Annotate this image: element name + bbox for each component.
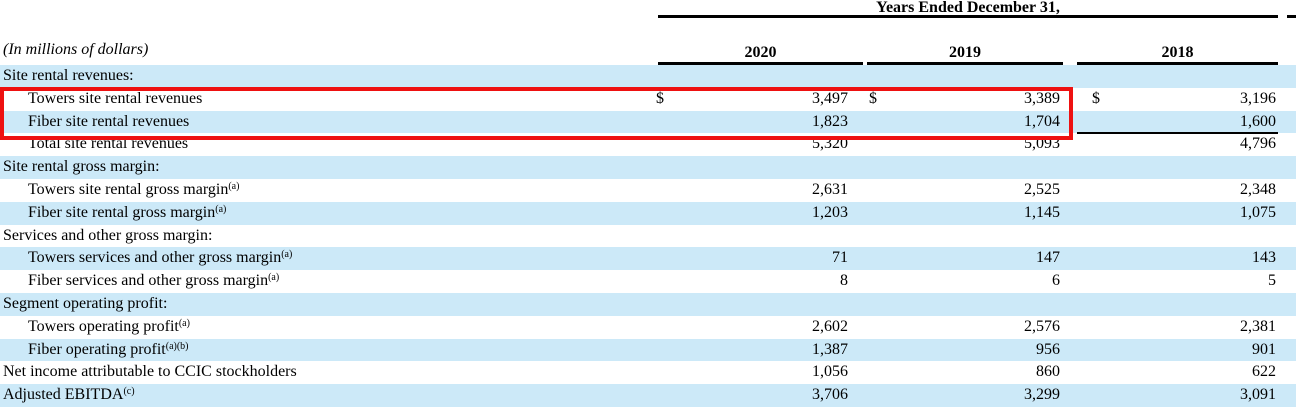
value-2020: 3,497 bbox=[812, 89, 848, 107]
row-label: Adjusted EBITDA(c) bbox=[3, 386, 135, 404]
value-2018: 4,796 bbox=[1240, 135, 1276, 153]
column-header-rule-2019 bbox=[867, 62, 1063, 65]
value-2018: 622 bbox=[1252, 363, 1276, 381]
table-row: Towers operating profit(a) 2,602 2,576 2,38… bbox=[0, 316, 1296, 339]
dollar-sign-2018: $ bbox=[1092, 89, 1100, 107]
table-row: Total site rental revenues 5,320 5,093 4,79… bbox=[0, 132, 1296, 156]
value-2019: 1,704 bbox=[1024, 112, 1060, 130]
column-header-2020: 2020 bbox=[744, 44, 777, 61]
column-header-rule-2018 bbox=[1077, 62, 1278, 65]
value-2020: 71 bbox=[832, 249, 848, 267]
footnote-ref: (a) bbox=[215, 203, 227, 215]
period-header-rule bbox=[658, 15, 1278, 18]
row-label: Site rental revenues: bbox=[3, 67, 134, 84]
value-2018: 5 bbox=[1268, 272, 1276, 290]
table-row: Site rental gross margin: bbox=[0, 156, 1296, 179]
table-row: Site rental revenues: bbox=[0, 65, 1296, 88]
value-2019: 3,299 bbox=[1024, 386, 1060, 404]
value-2018: 2,381 bbox=[1240, 317, 1276, 335]
table-row: Adjusted EBITDA(c) 3,706 3,299 3,091 bbox=[0, 384, 1296, 407]
value-2019: 1,145 bbox=[1024, 203, 1060, 221]
table-row: Net income attributable to CCIC stockhol… bbox=[0, 361, 1296, 384]
row-label: Site rental gross margin: bbox=[3, 158, 160, 176]
footnote-ref: (a) bbox=[178, 317, 190, 329]
table-body: Site rental revenues: Towers site rental … bbox=[0, 65, 1296, 407]
value-2018: 1,600 bbox=[1240, 112, 1276, 130]
value-2020: 3,706 bbox=[812, 386, 848, 404]
row-label: Fiber site rental revenues bbox=[28, 112, 190, 130]
row-label: Towers operating profit(a) bbox=[28, 317, 190, 335]
value-2020: 5,320 bbox=[812, 135, 848, 153]
row-label: Towers site rental revenues bbox=[28, 89, 203, 107]
dollar-sign-2020: $ bbox=[656, 89, 664, 107]
column-header-2018: 2018 bbox=[1161, 44, 1194, 61]
value-2020: 1,823 bbox=[812, 112, 848, 130]
row-label: Total site rental revenues bbox=[28, 135, 189, 153]
value-2020: 2,602 bbox=[812, 317, 848, 335]
value-2019: 6 bbox=[1052, 272, 1060, 290]
value-2020: 1,387 bbox=[812, 340, 848, 358]
total-rule-2018 bbox=[1077, 132, 1278, 135]
value-2019: 3,389 bbox=[1024, 89, 1060, 107]
value-2020: 1,056 bbox=[812, 363, 848, 381]
value-2018: 1,075 bbox=[1240, 203, 1276, 221]
table-row: Fiber site rental gross margin(a) 1,203 1,… bbox=[0, 201, 1296, 225]
row-label: Fiber site rental gross margin(a) bbox=[28, 203, 227, 221]
period-header-rule-fragment bbox=[1287, 15, 1296, 18]
row-label: Towers site rental gross margin(a) bbox=[28, 180, 240, 198]
table-row: Towers site rental gross margin(a) 2,631 2… bbox=[0, 179, 1296, 202]
value-2019: 2,525 bbox=[1024, 180, 1060, 198]
column-header-2019: 2019 bbox=[949, 44, 981, 61]
value-2019: 5,093 bbox=[1024, 135, 1060, 153]
row-label: Fiber services and other gross margin(a) bbox=[28, 272, 280, 290]
value-2018: 3,196 bbox=[1240, 89, 1276, 107]
value-2020: 8 bbox=[840, 272, 848, 290]
footnote-ref: (a)(b) bbox=[165, 340, 189, 352]
row-label: Fiber operating profit(a)(b) bbox=[28, 340, 189, 358]
value-2019: 2,576 bbox=[1024, 317, 1060, 335]
table-row: Towers site rental revenues $3,497 $3,389 $… bbox=[0, 88, 1296, 111]
value-2018: 2,348 bbox=[1240, 180, 1276, 198]
value-2019: 956 bbox=[1036, 340, 1060, 358]
value-2018: 3,091 bbox=[1240, 386, 1276, 404]
dollar-sign-2019: $ bbox=[869, 89, 877, 107]
footnote-ref: (a) bbox=[228, 180, 240, 192]
table-row: Fiber services and other gross margin(a)… bbox=[0, 270, 1296, 293]
row-label: Net income attributable to CCIC stockhol… bbox=[3, 363, 297, 381]
table-row: Fiber operating profit(a)(b) 1,387 956 901 bbox=[0, 338, 1296, 362]
value-2020: 1,203 bbox=[812, 203, 848, 221]
value-2018: 143 bbox=[1252, 249, 1276, 267]
value-2019: 860 bbox=[1036, 363, 1060, 381]
row-label: Segment operating profit: bbox=[3, 294, 168, 312]
unit-note: (In millions of dollars) bbox=[3, 41, 149, 58]
table-row: Services and other gross margin: bbox=[0, 225, 1296, 248]
table-row: Segment operating profit: bbox=[0, 292, 1296, 316]
footnote-ref: (a) bbox=[281, 249, 293, 261]
column-header-rule-2020 bbox=[658, 62, 863, 65]
value-2018: 901 bbox=[1252, 340, 1276, 358]
value-2019: 147 bbox=[1036, 249, 1060, 267]
table-row: Fiber site rental revenues 1,823 1,704 1,60… bbox=[0, 110, 1296, 134]
table-row: Towers services and other gross margin(a… bbox=[0, 247, 1296, 271]
row-label: Services and other gross margin: bbox=[3, 226, 213, 244]
row-label: Towers services and other gross margin(a… bbox=[28, 249, 293, 267]
footnote-ref: (a) bbox=[268, 272, 280, 284]
footnote-ref: (c) bbox=[123, 386, 135, 398]
value-2020: 2,631 bbox=[812, 180, 848, 198]
period-header: Years Ended December 31, bbox=[876, 0, 1060, 16]
